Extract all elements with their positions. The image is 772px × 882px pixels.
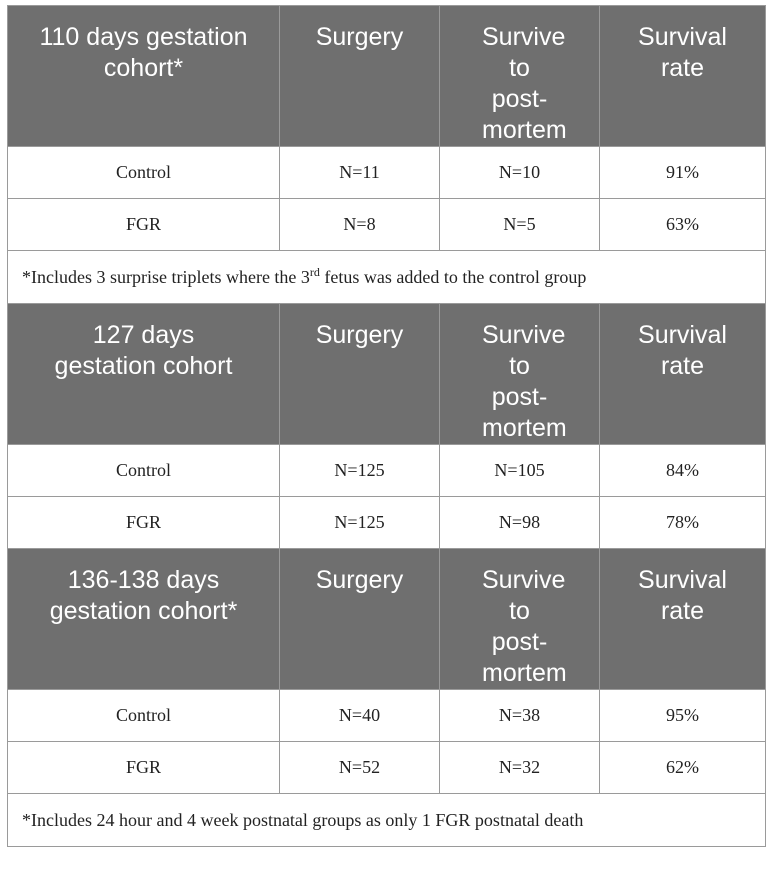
table-row: Control N=125 N=105 84%: [7, 444, 766, 497]
surgery-cell: N=40: [279, 689, 440, 742]
cohort-header-row: 136-138 days gestation cohort* Surgery S…: [7, 548, 766, 690]
survive-header-text: Survive to post-mortem: [482, 566, 567, 687]
survive-cell: N=38: [439, 689, 600, 742]
footnote-row: *Includes 24 hour and 4 week postnatal g…: [7, 793, 766, 847]
rate-cell: 95%: [599, 689, 766, 742]
rate-cell: 62%: [599, 741, 766, 794]
cohort-header-row: 110 days gestation cohort* Surgery Survi…: [7, 5, 766, 147]
footnote: *Includes 24 hour and 4 week postnatal g…: [7, 793, 766, 847]
cohort-title-text: 110 days gestation cohort*: [39, 23, 248, 82]
survival-rate-header: Survival rate: [599, 548, 766, 690]
footnote-row: *Includes 3 surprise triplets where the …: [7, 250, 766, 304]
group-cell: FGR: [7, 741, 280, 794]
table-row: FGR N=125 N=98 78%: [7, 496, 766, 549]
survive-header: Survive to post-mortem: [439, 303, 600, 445]
surgery-cell: N=125: [279, 496, 440, 549]
rate-cell: 84%: [599, 444, 766, 497]
survive-cell: N=32: [439, 741, 600, 794]
footnote-text: *Includes 3 surprise triplets where the …: [22, 266, 310, 287]
surgery-cell: N=8: [279, 198, 440, 251]
surgery-header: Surgery: [279, 548, 440, 690]
footnote-superscript: rd: [309, 264, 320, 279]
survive-cell: N=98: [439, 496, 600, 549]
survival-rate-header-text: Survival rate: [638, 566, 727, 625]
cohort-survival-table-container: 110 days gestation cohort* Surgery Survi…: [7, 5, 766, 847]
surgery-header-text: Surgery: [315, 321, 404, 349]
cohort-survival-table: 110 days gestation cohort* Surgery Survi…: [7, 5, 766, 847]
surgery-header-text: Surgery: [315, 566, 404, 594]
group-cell: Control: [7, 146, 280, 199]
survive-cell: N=10: [439, 146, 600, 199]
cohort-header-row: 127 days gestation cohort Surgery Surviv…: [7, 303, 766, 445]
cohort-title: 110 days gestation cohort*: [7, 5, 280, 147]
footnote: *Includes 3 surprise triplets where the …: [7, 250, 766, 304]
surgery-header: Surgery: [279, 5, 440, 147]
surgery-cell: N=125: [279, 444, 440, 497]
footnote-text-end: fetus was added to the control group: [319, 266, 587, 287]
group-cell: Control: [7, 444, 280, 497]
survival-rate-header-text: Survival rate: [638, 321, 727, 380]
survival-rate-header-text: Survival rate: [638, 23, 727, 82]
table-row: FGR N=52 N=32 62%: [7, 741, 766, 794]
survival-rate-header: Survival rate: [599, 5, 766, 147]
rate-cell: 78%: [599, 496, 766, 549]
cohort-title: 136-138 days gestation cohort*: [7, 548, 280, 690]
survive-header: Survive to post-mortem: [439, 5, 600, 147]
cohort-title-text: 136-138 days gestation cohort*: [49, 566, 238, 625]
rate-cell: 63%: [599, 198, 766, 251]
table-row: Control N=11 N=10 91%: [7, 146, 766, 199]
cohort-title: 127 days gestation cohort: [7, 303, 280, 445]
surgery-header: Surgery: [279, 303, 440, 445]
cohort-title-text: 127 days gestation cohort: [54, 321, 233, 380]
surgery-header-text: Surgery: [315, 23, 404, 51]
table-row: Control N=40 N=38 95%: [7, 689, 766, 742]
rate-cell: 91%: [599, 146, 766, 199]
survive-header-text: Survive to post-mortem: [482, 23, 567, 144]
survive-header: Survive to post-mortem: [439, 548, 600, 690]
survival-rate-header: Survival rate: [599, 303, 766, 445]
surgery-cell: N=11: [279, 146, 440, 199]
survive-cell: N=105: [439, 444, 600, 497]
group-cell: FGR: [7, 198, 280, 251]
survive-cell: N=5: [439, 198, 600, 251]
table-row: FGR N=8 N=5 63%: [7, 198, 766, 251]
group-cell: FGR: [7, 496, 280, 549]
survive-header-text: Survive to post-mortem: [482, 321, 567, 442]
surgery-cell: N=52: [279, 741, 440, 794]
group-cell: Control: [7, 689, 280, 742]
